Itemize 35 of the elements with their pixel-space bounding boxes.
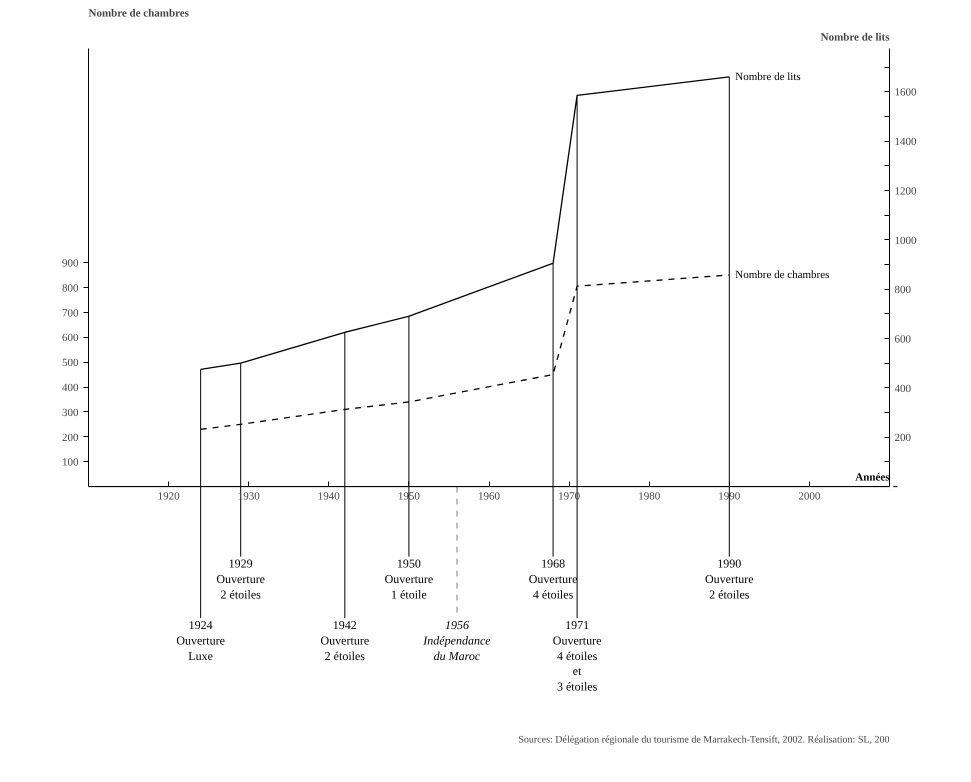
y2-tick-label: 200	[894, 432, 912, 444]
y-tick-label: 500	[62, 357, 79, 370]
series-label: Nombre de chambres	[735, 269, 830, 281]
ref-line-label: 1929 Ouverture 2 étoiles	[216, 556, 266, 602]
y-axis-title: Nombre de chambres	[88, 8, 190, 20]
y-tick-label: 900	[62, 258, 79, 270]
y-tick-label: 700	[62, 307, 79, 320]
y2-tick-label: 1200	[894, 185, 917, 198]
x-tick-label: 1920	[158, 490, 180, 503]
y-tick-label: 400	[62, 382, 79, 394]
x-tick-label: 1980	[638, 490, 661, 503]
y2-tick-label: 1000	[894, 234, 917, 247]
ref-line-label: 1971 Ouverture 4 étoiles et 3 étoiles	[552, 618, 602, 694]
x-tick-label: 1960	[478, 490, 500, 503]
y2-tick-label: 1600	[894, 86, 917, 99]
y2-axis-title: Nombre de lits	[820, 32, 890, 44]
y-tick-label: 200	[62, 432, 79, 444]
y2-tick-label: 600	[894, 333, 912, 346]
y2-tick-label: 800	[894, 284, 912, 296]
source-note: Sources: Délégation régionale du tourisme de Marrakech-Tensift, 2002. Réalisation: SL, 200	[518, 734, 890, 746]
ref-line-label: 1990 Ouverture 2 étoiles	[704, 556, 754, 602]
ref-line-label: 1956 Indépendance du Maroc	[422, 618, 492, 663]
series-label: Nombre de lits	[735, 70, 801, 83]
ref-line-label: 1950 Ouverture 1 étoile	[384, 556, 434, 602]
y-tick-label: 300	[62, 406, 79, 419]
x-tick-label: 2000	[798, 490, 821, 503]
y-tick-label: 600	[62, 332, 79, 344]
y-tick-label: 800	[62, 282, 79, 294]
ref-line-label: 1924 Ouverture Luxe	[176, 618, 225, 663]
y-tick-label: 100	[62, 456, 79, 469]
x-axis-title: Années	[855, 472, 890, 484]
ref-line-label: 1942 Ouverture 2 étoiles	[320, 618, 370, 663]
x-tick-label: 1940	[318, 490, 340, 503]
y2-tick-label: 1400	[894, 136, 917, 148]
y2-tick-label: 400	[894, 382, 912, 395]
